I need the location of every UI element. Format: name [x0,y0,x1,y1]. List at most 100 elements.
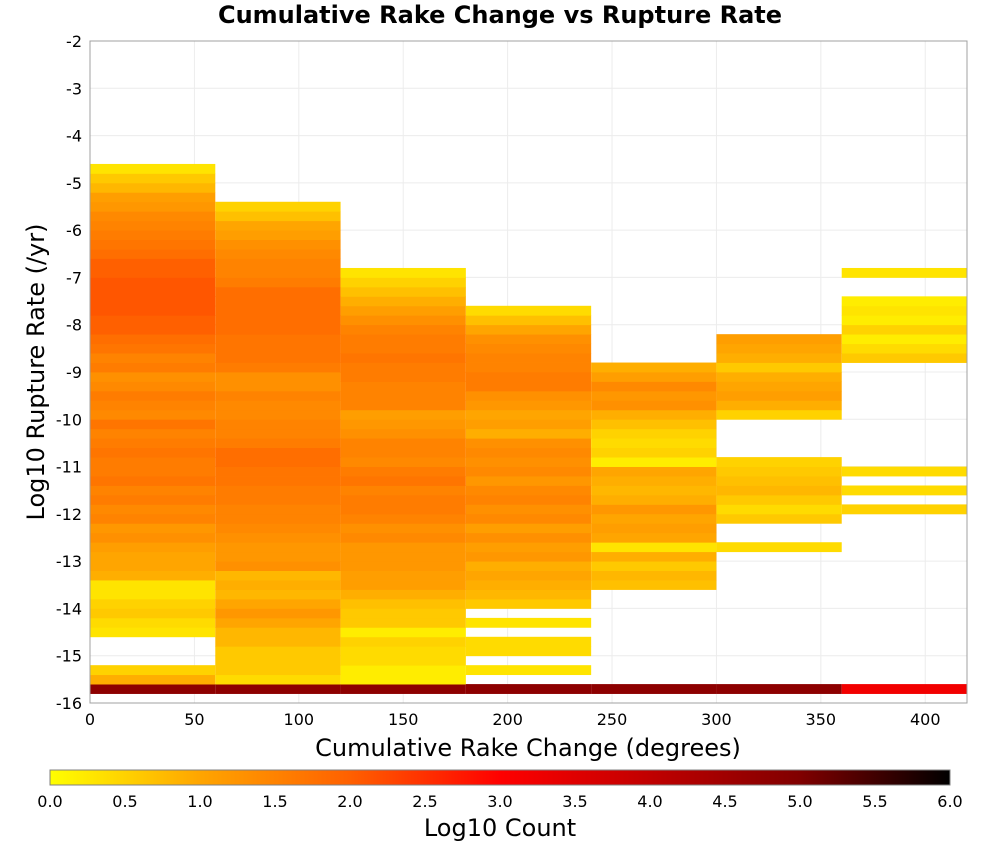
y-tick-label: -7 [66,268,82,287]
heatmap-cell [465,532,592,543]
heatmap-cell [340,551,466,562]
heatmap-cell [215,390,341,401]
heatmap-cell [716,409,842,420]
heatmap-cell [90,192,216,203]
heatmap-cell [340,372,466,382]
heatmap-cell [90,249,216,259]
heatmap-cell [591,580,717,590]
heatmap-cell [340,315,466,326]
x-tick-label: 150 [388,710,419,729]
heatmap-cell [215,315,341,326]
heatmap-cell [215,381,341,392]
heatmap-cell [90,428,216,439]
heatmap-cell [465,315,592,326]
heatmap-cell [591,409,717,420]
heatmap-cell [465,580,592,590]
heatmap-cell [215,277,341,288]
heatmap-cell [340,277,466,288]
heatmap-cell [716,400,842,411]
heatmap-cell [215,570,341,581]
heatmap-cell [841,353,967,363]
heatmap-cell [465,428,592,439]
heatmap-cell [465,570,592,581]
heatmap-cell [340,296,466,307]
heatmap-cell [716,466,842,477]
heatmap-cell [841,305,967,316]
heatmap-cell [215,362,341,373]
heatmap-cell [215,532,341,543]
heatmap-cell [841,267,967,278]
heatmap-cell [215,665,341,676]
heatmap-cell [340,655,466,666]
heatmap-cell [716,372,842,382]
colorbar-tick-label: 1.5 [262,792,287,811]
heatmap-cell [215,608,341,619]
heatmap-cell [90,570,216,581]
heatmap-cell [340,580,466,590]
heatmap-cell [340,646,466,657]
heatmap-cell [215,343,341,354]
heatmap-cell [841,315,967,326]
y-tick-label: -4 [66,127,82,146]
heatmap-cell [215,598,341,609]
heatmap-cell [90,608,216,619]
heatmap-cell [465,504,592,515]
heatmap-cell [215,655,341,666]
heatmap-cell [90,532,216,543]
x-tick-label: 400 [910,710,941,729]
heatmap-cell [340,665,466,676]
heatmap-cell [215,211,341,222]
heatmap-cell [90,381,216,392]
colorbar-tick-label: 4.0 [637,792,662,811]
heatmap-cell [215,400,341,411]
heatmap-cell [215,674,341,685]
heatmap-cell [90,627,216,638]
heatmap-cell [591,419,717,430]
heatmap-cell [340,674,466,685]
y-axis-label: Log10 Rupture Rate (/yr) [22,224,50,521]
heatmap-cell [465,409,592,420]
heatmap-cell [591,466,717,477]
heatmap-cell [90,589,216,600]
heatmap-cell [90,296,216,307]
heatmap-cell [215,627,341,638]
heatmap-cell [465,466,592,477]
heatmap-cell [340,447,466,458]
heatmap-cell [90,239,216,250]
heatmap-cell [215,542,341,553]
y-tick-label: -3 [66,79,82,98]
heatmap-cell [215,419,341,430]
heatmap-cell [90,230,216,240]
heatmap-cell [465,324,592,335]
heatmap-cell [591,438,717,449]
heatmap-cell [90,447,216,458]
heatmap-cell [841,485,967,496]
heatmap-cell [465,400,592,411]
heatmap-cell [340,267,466,278]
heatmap-cell [841,466,967,477]
heatmap-cell [465,494,592,505]
heatmap-cell [591,372,717,382]
heatmap-cell [90,400,216,411]
heatmap-cell [215,476,341,486]
heatmap-cell [215,305,341,316]
heatmap-cell [215,485,341,496]
heatmap-cell [340,362,466,373]
heatmap-cell [215,580,341,590]
heatmap-cell [90,201,216,212]
heatmap-cell [90,163,216,174]
colorbar [49,769,951,786]
y-tick-label: -9 [66,363,82,382]
heatmap-cell [90,324,216,335]
heatmap-cell [591,494,717,505]
y-tick-label: -13 [56,552,82,571]
heatmap-cell [716,390,842,401]
y-tick-label: -8 [66,316,82,335]
heatmap-cell [215,286,341,297]
heatmap-cell [340,400,466,411]
heatmap-cell [465,523,592,534]
heatmap-cell [90,684,216,694]
heatmap-cell [716,343,842,354]
heatmap-cell [340,636,466,647]
x-tick-label: 0 [85,710,95,729]
